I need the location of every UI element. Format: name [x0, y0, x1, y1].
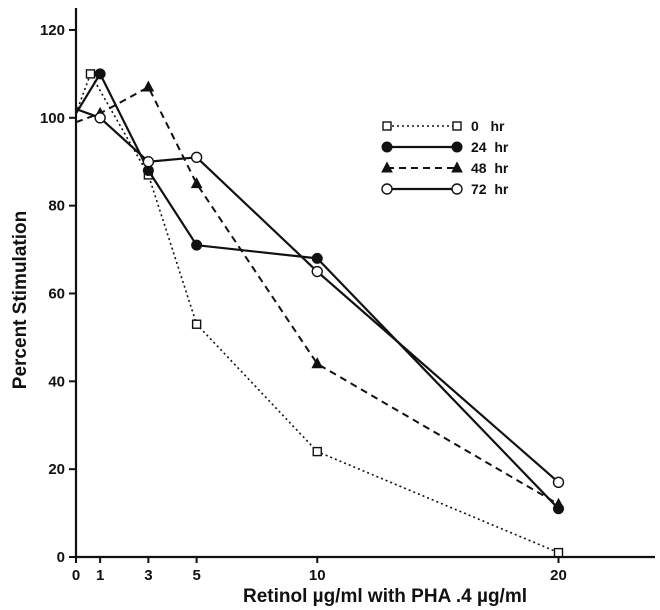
- data-point: [553, 547, 564, 558]
- y-tick-label: 100: [40, 110, 65, 127]
- x-tick-label: 1: [96, 567, 104, 584]
- legend-label: 48 hr: [471, 160, 509, 176]
- legend: 0 hr 24 hr 48 hr 72 hr: [381, 118, 509, 197]
- data-point: [94, 68, 106, 80]
- x-tick-label: 10: [309, 567, 326, 584]
- legend-label: 0 hr: [471, 118, 505, 134]
- x-tick-label: 20: [550, 567, 567, 584]
- y-axis: 0 20 40 60 80 100 120 Percent Stimulation: [10, 8, 78, 566]
- legend-marker: [451, 183, 463, 195]
- data-point: [190, 177, 203, 189]
- legend-marker: [451, 141, 463, 153]
- x-tick-label: 5: [192, 567, 200, 584]
- series-4: [75, 107, 565, 489]
- y-axis-title: Percent Stimulation: [10, 211, 31, 389]
- data-point: [142, 156, 155, 168]
- legend-item: 24 hr: [381, 139, 509, 155]
- y-tick-label: 60: [48, 285, 65, 302]
- legend-marker: [451, 161, 463, 173]
- x-tick-label: 3: [144, 567, 152, 584]
- series-line: [75, 72, 560, 510]
- x-axis: 0 1 3 5 10 20 Retinol µg/ml with PHA .4 µg/ml: [72, 555, 655, 607]
- legend-item: 0 hr: [382, 118, 505, 134]
- series-line: [75, 73, 559, 554]
- legend-marker: [381, 141, 393, 153]
- legend-marker: [382, 121, 392, 131]
- legend-item: 48 hr: [381, 160, 509, 176]
- y-ticks: 0 20 40 60 80 100 120: [40, 22, 76, 566]
- legend-label: 72 hr: [471, 181, 509, 197]
- legend-marker: [381, 161, 393, 173]
- data-point: [191, 239, 203, 251]
- data-point: [311, 265, 323, 278]
- data-point: [312, 446, 322, 457]
- y-tick-label: 80: [48, 198, 65, 215]
- x-ticks: 0 1 3 5 10 20: [72, 557, 567, 584]
- data-point: [94, 112, 106, 124]
- y-tick-label: 40: [48, 373, 65, 390]
- data-point: [311, 252, 323, 264]
- series-line: [75, 86, 560, 506]
- data-point: [85, 69, 96, 79]
- x-axis-title: Retinol µg/ml with PHA .4 µg/ml: [243, 586, 527, 607]
- x-tick-label: 0: [72, 567, 80, 584]
- legend-item: 72 hr: [381, 181, 509, 197]
- legend-label: 24 hr: [471, 139, 509, 155]
- y-tick-label: 20: [48, 461, 65, 478]
- y-tick-label: 120: [40, 22, 65, 39]
- legend-marker: [452, 121, 462, 131]
- data-point: [311, 357, 324, 369]
- y-tick-label: 0: [57, 549, 65, 566]
- legend-marker: [381, 183, 393, 195]
- data-point: [191, 319, 202, 329]
- data-point: [190, 151, 203, 164]
- data-point: [552, 476, 565, 489]
- data-point: [142, 80, 155, 92]
- data-point: [552, 497, 565, 509]
- series-layer: [75, 68, 565, 558]
